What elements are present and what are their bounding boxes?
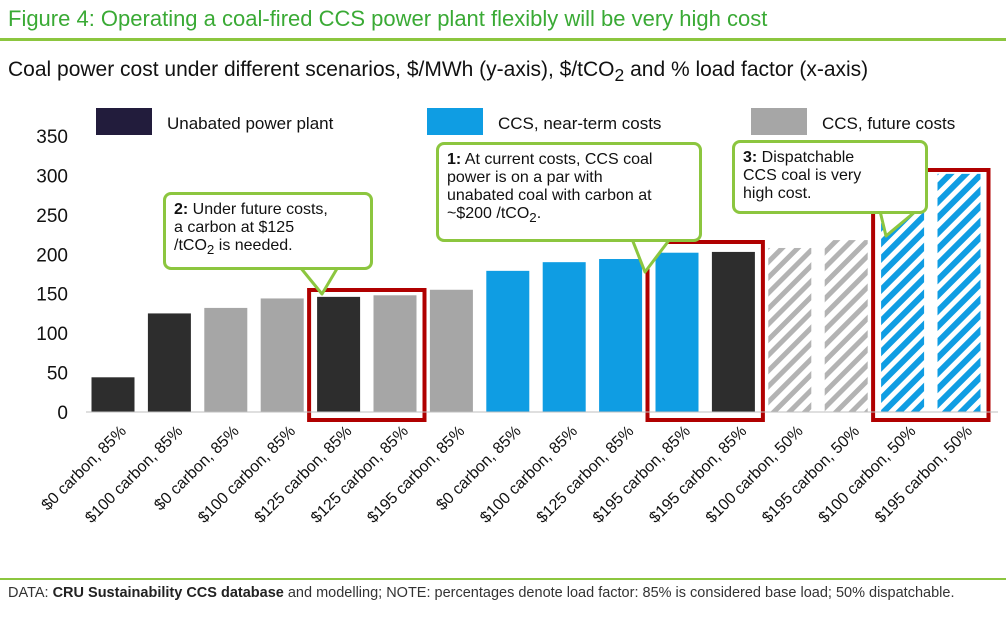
footnote-rest: and modelling; NOTE: percentages denote … [283,585,955,601]
callout-line: Dispatchable [757,149,855,166]
x-tick-label: $100 carbon, 85% [195,423,299,527]
x-axis-labels: $0 carbon, 85%$100 carbon, 85%$0 carbon,… [39,423,976,527]
callout-line: high cost. [743,185,812,202]
callout-number: 3: [743,149,758,166]
x-tick-label: $100 carbon, 85% [82,423,186,527]
bars [91,173,981,412]
x-tick-label: $195 carbon, 85% [364,423,468,527]
legend-label: CCS, near-term costs [498,114,661,133]
callout-line: unabated coal with carbon at [447,187,652,204]
y-tick-label: 150 [36,285,68,306]
footnote-label: DATA: [8,585,53,601]
callout-line: At current costs, CCS coal [461,151,653,168]
bar [824,240,868,412]
legend-swatch [96,108,152,135]
y-tick-label: 300 [36,166,68,187]
y-tick-label: 200 [36,245,68,266]
y-tick-label: 350 [36,127,68,148]
highlight-box [645,240,765,422]
callout-line-tail: . [536,205,542,222]
callout-future-costs: 2: Under future costs, a carbon at $125 … [163,192,373,270]
x-tick-label: $100 carbon, 50% [703,423,807,527]
x-tick-label: $100 carbon, 50% [816,423,920,527]
subtitle-main: Coal power cost under different scenario… [8,58,615,81]
bar [486,270,530,412]
figure-title: Figure 4: Operating a coal-fired CCS pow… [8,6,768,31]
x-tick-label: $195 carbon, 85% [646,423,750,527]
bar [768,247,812,412]
chart-subtitle: Coal power cost under different scenario… [8,58,868,86]
callout-current-costs: 1: At current costs, CCS coal power is o… [436,142,702,242]
bar [373,295,417,412]
callout-line: Under future costs, [188,201,328,218]
callout-number: 2: [174,201,189,218]
legend-label: Unabated power plant [167,114,334,133]
x-tick-label: $125 carbon, 85% [252,423,356,527]
bar [260,298,304,412]
subtitle-subscript: 2 [614,65,625,86]
bar [711,251,755,412]
highlight-boxes [307,168,991,422]
title-rule [0,38,1006,41]
bar [937,173,981,412]
footnote-source: CRU Sustainability CCS database [52,585,284,601]
x-tick-label: $125 carbon, 85% [308,423,412,527]
y-tick-label: 100 [36,324,68,345]
callout-dispatchable: 3: Dispatchable CCS coal is very high co… [732,140,928,214]
callout-line-tail: is needed. [214,237,293,254]
callout-line: /tCO [174,237,207,254]
y-axis: 0 50 100 150 200 250 300 350 [36,127,68,424]
callout-number: 1: [447,151,462,168]
bar [542,262,586,412]
y-tick-label: 250 [36,206,68,227]
callout-line: power is on a par with [447,169,603,186]
callout-line: ~$200 /tCO [447,205,530,222]
bar [91,377,135,412]
legend-swatch [751,108,807,135]
y-tick-label: 0 [57,403,68,424]
bar [655,252,699,412]
legend-label: CCS, future costs [822,114,955,133]
callout-line: CCS coal is very [743,167,862,184]
bar [317,296,361,412]
chart: Unabated power plant CCS, near-term costs… [36,108,998,527]
legend: Unabated power plant CCS, near-term costs… [96,108,955,135]
highlight-box [871,168,991,422]
bar [147,313,191,412]
y-tick-label: 50 [47,364,68,385]
bar [204,307,248,412]
x-tick-label: $195 carbon, 85% [590,423,694,527]
x-tick-label: $195 carbon, 50% [872,423,976,527]
callout-subscript: 2 [529,210,537,226]
highlight-box [307,288,427,422]
footnote: DATA: CRU Sustainability CCS database an… [8,584,1003,602]
subtitle-tail: and % load factor (x-axis) [624,58,869,81]
footer-rule [0,578,1006,580]
bar [599,259,643,412]
callout-line: a carbon at $125 [174,219,295,236]
x-tick-label: $125 carbon, 85% [534,423,638,527]
bar [429,289,473,412]
callout-subscript: 2 [206,242,215,258]
bar [881,206,925,412]
x-tick-label: $100 carbon, 85% [477,423,581,527]
legend-swatch [427,108,483,135]
x-tick-label: $195 carbon, 50% [759,423,863,527]
